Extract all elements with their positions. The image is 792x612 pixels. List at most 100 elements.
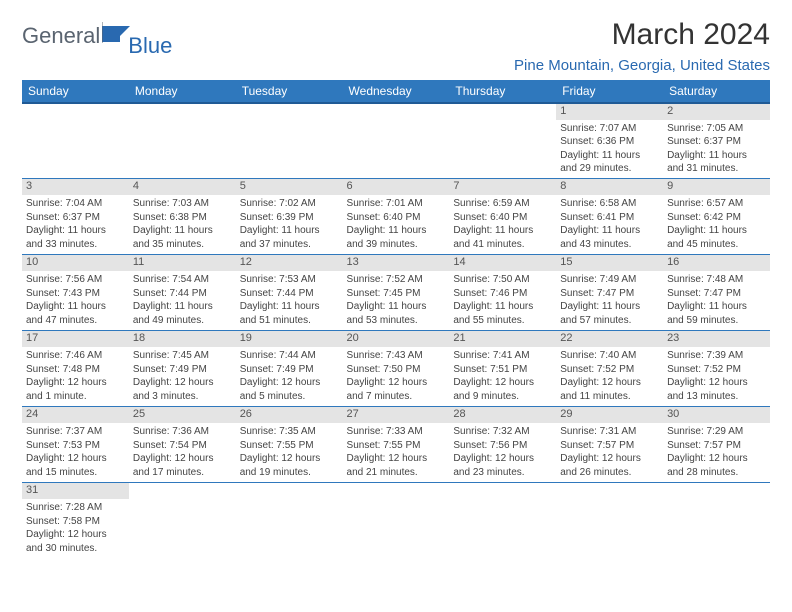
day-number: 28 bbox=[449, 407, 556, 423]
day-details: Sunrise: 7:29 AMSunset: 7:57 PMDaylight:… bbox=[663, 423, 770, 481]
day-details: Sunrise: 6:58 AMSunset: 6:41 PMDaylight:… bbox=[556, 195, 663, 253]
calendar-cell-empty bbox=[22, 103, 129, 179]
calendar-cell: 21Sunrise: 7:41 AMSunset: 7:51 PMDayligh… bbox=[449, 331, 556, 407]
calendar-cell: 14Sunrise: 7:50 AMSunset: 7:46 PMDayligh… bbox=[449, 255, 556, 331]
day-details: Sunrise: 7:41 AMSunset: 7:51 PMDaylight:… bbox=[449, 347, 556, 405]
calendar-row: 3Sunrise: 7:04 AMSunset: 6:37 PMDaylight… bbox=[22, 179, 770, 255]
calendar-cell-empty bbox=[343, 103, 450, 179]
calendar-cell: 11Sunrise: 7:54 AMSunset: 7:44 PMDayligh… bbox=[129, 255, 236, 331]
day-details: Sunrise: 7:01 AMSunset: 6:40 PMDaylight:… bbox=[343, 195, 450, 253]
day-number: 11 bbox=[129, 255, 236, 271]
calendar-cell: 1Sunrise: 7:07 AMSunset: 6:36 PMDaylight… bbox=[556, 103, 663, 179]
day-number: 24 bbox=[22, 407, 129, 423]
day-details: Sunrise: 7:32 AMSunset: 7:56 PMDaylight:… bbox=[449, 423, 556, 481]
day-number: 6 bbox=[343, 179, 450, 195]
weekday-header: Tuesday bbox=[236, 80, 343, 103]
calendar-cell: 9Sunrise: 6:57 AMSunset: 6:42 PMDaylight… bbox=[663, 179, 770, 255]
day-number: 26 bbox=[236, 407, 343, 423]
calendar-cell: 28Sunrise: 7:32 AMSunset: 7:56 PMDayligh… bbox=[449, 407, 556, 483]
calendar-cell-empty bbox=[449, 103, 556, 179]
calendar-cell: 19Sunrise: 7:44 AMSunset: 7:49 PMDayligh… bbox=[236, 331, 343, 407]
location: Pine Mountain, Georgia, United States bbox=[514, 57, 770, 74]
day-details: Sunrise: 7:05 AMSunset: 6:37 PMDaylight:… bbox=[663, 120, 770, 178]
day-number: 16 bbox=[663, 255, 770, 271]
day-number: 8 bbox=[556, 179, 663, 195]
weekday-header-row: SundayMondayTuesdayWednesdayThursdayFrid… bbox=[22, 80, 770, 103]
day-details: Sunrise: 7:28 AMSunset: 7:58 PMDaylight:… bbox=[22, 499, 129, 557]
day-number: 31 bbox=[22, 483, 129, 499]
day-number: 27 bbox=[343, 407, 450, 423]
weekday-header: Sunday bbox=[22, 80, 129, 103]
day-details: Sunrise: 6:57 AMSunset: 6:42 PMDaylight:… bbox=[663, 195, 770, 253]
calendar-cell: 22Sunrise: 7:40 AMSunset: 7:52 PMDayligh… bbox=[556, 331, 663, 407]
calendar-cell: 27Sunrise: 7:33 AMSunset: 7:55 PMDayligh… bbox=[343, 407, 450, 483]
header: General Blue March 2024 Pine Mountain, G… bbox=[22, 18, 770, 74]
calendar-cell-empty bbox=[236, 103, 343, 179]
day-number: 14 bbox=[449, 255, 556, 271]
day-details: Sunrise: 7:53 AMSunset: 7:44 PMDaylight:… bbox=[236, 271, 343, 329]
day-details: Sunrise: 7:31 AMSunset: 7:57 PMDaylight:… bbox=[556, 423, 663, 481]
title-block: March 2024 Pine Mountain, Georgia, Unite… bbox=[514, 18, 770, 74]
calendar-table: SundayMondayTuesdayWednesdayThursdayFrid… bbox=[22, 80, 770, 559]
weekday-header: Thursday bbox=[449, 80, 556, 103]
calendar-cell: 13Sunrise: 7:52 AMSunset: 7:45 PMDayligh… bbox=[343, 255, 450, 331]
day-details: Sunrise: 7:46 AMSunset: 7:48 PMDaylight:… bbox=[22, 347, 129, 405]
logo-text-general: General bbox=[22, 23, 100, 49]
calendar-cell: 4Sunrise: 7:03 AMSunset: 6:38 PMDaylight… bbox=[129, 179, 236, 255]
calendar-cell: 24Sunrise: 7:37 AMSunset: 7:53 PMDayligh… bbox=[22, 407, 129, 483]
day-details: Sunrise: 7:43 AMSunset: 7:50 PMDaylight:… bbox=[343, 347, 450, 405]
calendar-cell: 23Sunrise: 7:39 AMSunset: 7:52 PMDayligh… bbox=[663, 331, 770, 407]
calendar-cell: 12Sunrise: 7:53 AMSunset: 7:44 PMDayligh… bbox=[236, 255, 343, 331]
calendar-cell: 7Sunrise: 6:59 AMSunset: 6:40 PMDaylight… bbox=[449, 179, 556, 255]
calendar-cell-empty bbox=[343, 483, 450, 559]
day-details: Sunrise: 7:48 AMSunset: 7:47 PMDaylight:… bbox=[663, 271, 770, 329]
day-details: Sunrise: 7:56 AMSunset: 7:43 PMDaylight:… bbox=[22, 271, 129, 329]
day-number: 30 bbox=[663, 407, 770, 423]
day-details: Sunrise: 7:39 AMSunset: 7:52 PMDaylight:… bbox=[663, 347, 770, 405]
calendar-body: 1Sunrise: 7:07 AMSunset: 6:36 PMDaylight… bbox=[22, 103, 770, 559]
day-number: 20 bbox=[343, 331, 450, 347]
day-number: 9 bbox=[663, 179, 770, 195]
day-number: 13 bbox=[343, 255, 450, 271]
day-details: Sunrise: 7:35 AMSunset: 7:55 PMDaylight:… bbox=[236, 423, 343, 481]
calendar-row: 17Sunrise: 7:46 AMSunset: 7:48 PMDayligh… bbox=[22, 331, 770, 407]
weekday-header: Friday bbox=[556, 80, 663, 103]
day-details: Sunrise: 7:52 AMSunset: 7:45 PMDaylight:… bbox=[343, 271, 450, 329]
calendar-cell-empty bbox=[236, 483, 343, 559]
calendar-cell-empty bbox=[449, 483, 556, 559]
logo: General Blue bbox=[22, 18, 174, 49]
calendar-cell-empty bbox=[129, 103, 236, 179]
calendar-cell: 8Sunrise: 6:58 AMSunset: 6:41 PMDaylight… bbox=[556, 179, 663, 255]
calendar-cell: 6Sunrise: 7:01 AMSunset: 6:40 PMDaylight… bbox=[343, 179, 450, 255]
day-number: 23 bbox=[663, 331, 770, 347]
day-details: Sunrise: 7:36 AMSunset: 7:54 PMDaylight:… bbox=[129, 423, 236, 481]
day-details: Sunrise: 7:03 AMSunset: 6:38 PMDaylight:… bbox=[129, 195, 236, 253]
calendar-cell: 15Sunrise: 7:49 AMSunset: 7:47 PMDayligh… bbox=[556, 255, 663, 331]
weekday-header: Wednesday bbox=[343, 80, 450, 103]
day-number: 7 bbox=[449, 179, 556, 195]
day-number: 4 bbox=[129, 179, 236, 195]
weekday-header: Monday bbox=[129, 80, 236, 103]
calendar-row: 31Sunrise: 7:28 AMSunset: 7:58 PMDayligh… bbox=[22, 483, 770, 559]
day-number: 10 bbox=[22, 255, 129, 271]
calendar-cell-empty bbox=[556, 483, 663, 559]
day-number: 12 bbox=[236, 255, 343, 271]
day-details: Sunrise: 7:40 AMSunset: 7:52 PMDaylight:… bbox=[556, 347, 663, 405]
calendar-row: 1Sunrise: 7:07 AMSunset: 6:36 PMDaylight… bbox=[22, 103, 770, 179]
calendar-row: 10Sunrise: 7:56 AMSunset: 7:43 PMDayligh… bbox=[22, 255, 770, 331]
day-number: 2 bbox=[663, 104, 770, 120]
calendar-cell: 10Sunrise: 7:56 AMSunset: 7:43 PMDayligh… bbox=[22, 255, 129, 331]
day-number: 17 bbox=[22, 331, 129, 347]
calendar-cell: 17Sunrise: 7:46 AMSunset: 7:48 PMDayligh… bbox=[22, 331, 129, 407]
calendar-cell: 26Sunrise: 7:35 AMSunset: 7:55 PMDayligh… bbox=[236, 407, 343, 483]
day-number: 25 bbox=[129, 407, 236, 423]
day-number: 5 bbox=[236, 179, 343, 195]
calendar-cell: 2Sunrise: 7:05 AMSunset: 6:37 PMDaylight… bbox=[663, 103, 770, 179]
day-details: Sunrise: 7:44 AMSunset: 7:49 PMDaylight:… bbox=[236, 347, 343, 405]
calendar-cell: 29Sunrise: 7:31 AMSunset: 7:57 PMDayligh… bbox=[556, 407, 663, 483]
day-details: Sunrise: 7:04 AMSunset: 6:37 PMDaylight:… bbox=[22, 195, 129, 253]
day-details: Sunrise: 7:33 AMSunset: 7:55 PMDaylight:… bbox=[343, 423, 450, 481]
calendar-cell: 25Sunrise: 7:36 AMSunset: 7:54 PMDayligh… bbox=[129, 407, 236, 483]
calendar-cell: 31Sunrise: 7:28 AMSunset: 7:58 PMDayligh… bbox=[22, 483, 129, 559]
calendar-row: 24Sunrise: 7:37 AMSunset: 7:53 PMDayligh… bbox=[22, 407, 770, 483]
